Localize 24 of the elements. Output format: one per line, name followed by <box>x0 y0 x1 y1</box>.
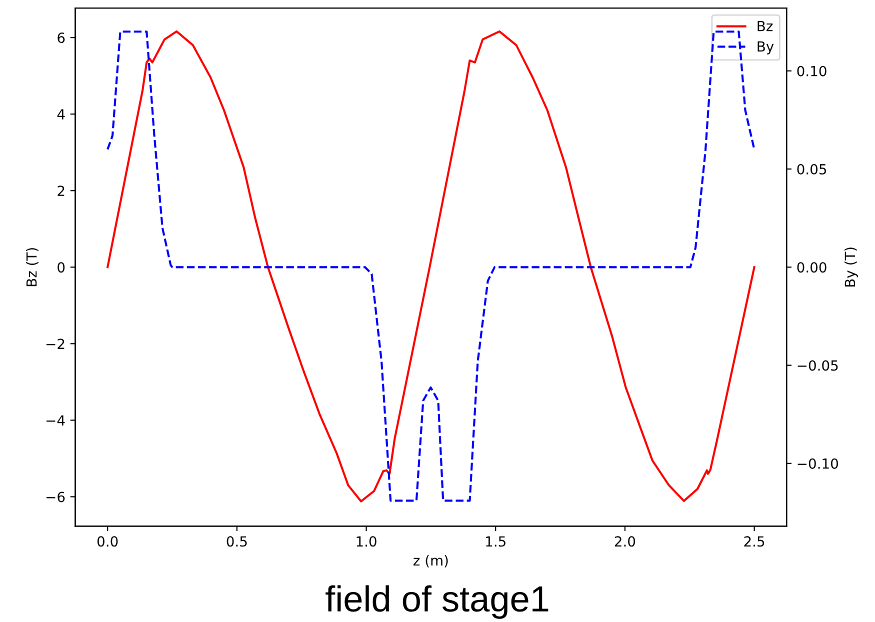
x-tick-label: 0.5 <box>226 536 247 547</box>
y-tick-label: 4 <box>57 109 65 120</box>
y-tick-label: −6 <box>46 492 65 502</box>
legend-label: By <box>758 41 774 54</box>
x-tick-label: 2.0 <box>614 536 636 547</box>
y-tick-label: 0 <box>58 262 65 273</box>
y-tick-label: −4 <box>46 415 65 426</box>
y-axis-title: Bz (T) <box>26 248 38 286</box>
x-tick-label: 0.0 <box>97 536 118 547</box>
y2-tick-label: −0.05 <box>798 360 838 371</box>
x-tick-label: 1.5 <box>486 536 506 547</box>
y-tick-label: 2 <box>58 186 64 196</box>
y2-tick-label: 0.00 <box>797 262 826 273</box>
text: field of stage1 <box>326 585 548 619</box>
x-tick-label: 1.0 <box>356 536 376 547</box>
y2-tick-label: 0.05 <box>797 164 826 174</box>
x-tick-label: 2.5 <box>744 536 764 547</box>
x-axis-title: z (m) <box>414 554 448 568</box>
y-tick-label: −2 <box>46 338 64 349</box>
y2-tick-label: −0.10 <box>798 458 838 469</box>
y2-axis-title: By (T) <box>844 248 858 287</box>
y2-tick-label: 0.10 <box>797 66 826 76</box>
legend-label: Bz <box>758 21 773 32</box>
y-tick-label: 6 <box>58 32 65 44</box>
